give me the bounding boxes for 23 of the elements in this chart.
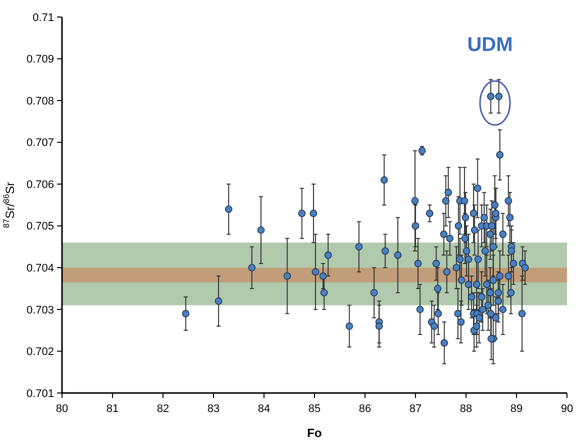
x-tick-label: 90 bbox=[560, 403, 574, 415]
y-tick-label: 0.701 bbox=[26, 388, 54, 400]
x-tick-label: 84 bbox=[258, 403, 270, 415]
y-tick-label: 0.708 bbox=[26, 95, 54, 108]
y-tick-label: 0.709 bbox=[26, 54, 54, 66]
annotation: UDM bbox=[467, 34, 513, 56]
x-tick-label: 82 bbox=[156, 403, 170, 415]
x-tick-label: 85 bbox=[308, 403, 321, 415]
y-tick-label: 0.71 bbox=[32, 12, 54, 24]
x-tick-label: 83 bbox=[207, 403, 220, 415]
x-tick-label: 88 bbox=[460, 403, 472, 415]
y-tick-label: 0.703 bbox=[26, 304, 54, 316]
y-tick-label: 0.702 bbox=[26, 346, 54, 358]
y-tick-label: 0.704 bbox=[26, 262, 54, 275]
x-tick-label: 81 bbox=[106, 403, 119, 415]
x-tick-label: 80 bbox=[56, 403, 68, 415]
x-tick-label: 89 bbox=[510, 403, 523, 415]
y-tick-label: 0.707 bbox=[26, 137, 54, 150]
y-tick-label: 0.705 bbox=[26, 220, 54, 233]
x-tick-label: 87 bbox=[409, 403, 422, 415]
x-axis-title: Fo bbox=[307, 426, 322, 440]
x-tick-label: 86 bbox=[358, 403, 372, 415]
y-tick-label: 0.706 bbox=[26, 178, 54, 191]
